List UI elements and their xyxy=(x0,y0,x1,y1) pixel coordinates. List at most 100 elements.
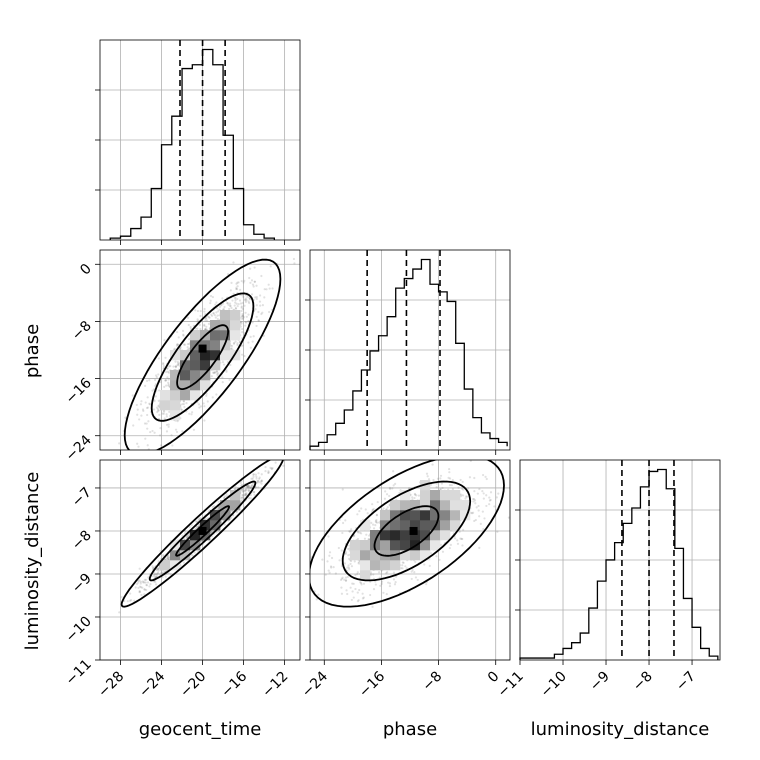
sample-point xyxy=(196,320,199,323)
sample-point xyxy=(258,476,261,479)
sample-point xyxy=(242,281,245,284)
sample-point xyxy=(164,557,167,560)
sample-point xyxy=(263,296,266,299)
density-cell xyxy=(200,520,211,531)
sample-point xyxy=(292,257,296,261)
sample-point xyxy=(347,547,350,551)
sample-point xyxy=(386,506,389,509)
sample-point xyxy=(328,551,332,554)
sample-point xyxy=(146,444,149,447)
sample-point xyxy=(118,611,121,614)
sample-point xyxy=(423,563,426,566)
sample-point xyxy=(244,299,247,302)
sample-point xyxy=(358,588,361,592)
sample-point xyxy=(215,311,218,314)
sample-point xyxy=(174,365,177,368)
sample-point xyxy=(160,571,163,574)
sample-point xyxy=(234,301,237,304)
sample-point xyxy=(190,413,193,416)
sample-point xyxy=(488,499,491,502)
sample-point xyxy=(227,303,230,307)
sample-point xyxy=(159,426,162,430)
sample-point xyxy=(459,537,462,540)
sample-point xyxy=(393,583,397,586)
sample-point xyxy=(179,346,182,349)
sample-point xyxy=(370,521,373,524)
sample-point xyxy=(241,493,244,496)
sample-point xyxy=(274,461,277,464)
sample-point xyxy=(241,315,244,318)
sample-point xyxy=(350,528,353,531)
y-tick-label-luminosity-distance: −7 xyxy=(69,484,95,510)
sample-point xyxy=(271,466,274,470)
sample-point xyxy=(350,565,354,568)
sample-point xyxy=(148,585,151,588)
sample-point xyxy=(352,596,355,599)
contour-level-1 xyxy=(176,324,230,390)
sample-point xyxy=(460,487,464,490)
sample-point xyxy=(152,408,156,411)
sample-point xyxy=(225,493,228,496)
sample-point xyxy=(235,287,238,291)
sample-point xyxy=(451,479,454,482)
sample-point xyxy=(176,330,179,334)
sample-point xyxy=(372,527,376,530)
sample-point xyxy=(194,520,198,523)
sample-point xyxy=(450,484,453,487)
sample-point xyxy=(234,485,237,488)
sample-point xyxy=(209,301,212,305)
sample-point xyxy=(245,297,248,300)
x-tick-label-luminosity-distance: −7 xyxy=(673,669,699,695)
sample-point xyxy=(248,298,252,301)
sample-point xyxy=(328,554,331,557)
sample-point xyxy=(202,402,205,405)
sample-point xyxy=(249,346,252,349)
sample-point xyxy=(152,573,156,576)
sample-point xyxy=(234,299,237,302)
sample-point xyxy=(199,405,203,408)
sample-point xyxy=(138,418,141,421)
sample-point xyxy=(488,503,491,506)
sample-point xyxy=(236,343,239,347)
sample-point xyxy=(458,530,461,533)
sample-point xyxy=(343,578,346,581)
sample-point xyxy=(186,343,189,346)
sample-point xyxy=(223,523,227,526)
sample-point xyxy=(145,406,149,410)
sample-point xyxy=(448,477,452,480)
sample-point xyxy=(324,573,327,576)
sample-point xyxy=(387,581,390,584)
sample-point xyxy=(461,544,464,547)
sample-point xyxy=(242,490,245,493)
sample-point xyxy=(188,412,191,415)
sample-point xyxy=(130,599,133,602)
sample-point xyxy=(199,314,202,318)
density-cell xyxy=(190,390,201,401)
sample-point xyxy=(402,561,405,564)
sample-point xyxy=(253,280,257,283)
sample-point xyxy=(362,596,365,599)
sample-point xyxy=(176,360,179,364)
sample-point xyxy=(416,578,419,582)
density-peak xyxy=(198,344,207,353)
sample-point xyxy=(199,328,202,331)
sample-point xyxy=(384,490,387,493)
sample-point xyxy=(374,520,378,523)
sample-point xyxy=(124,416,127,419)
sample-point xyxy=(136,442,139,445)
sample-point xyxy=(382,591,385,594)
sample-point xyxy=(226,302,229,305)
sample-point xyxy=(257,319,260,322)
scatter-panel-geocent-time-vs-luminosity-distance-frame xyxy=(99,459,301,661)
sample-point xyxy=(473,499,477,502)
sample-point xyxy=(140,414,143,417)
sample-point xyxy=(258,294,262,297)
sample-point xyxy=(199,309,202,313)
y-tick-label-luminosity-distance: −8 xyxy=(69,527,95,553)
x-tick-label-luminosity-distance: −9 xyxy=(587,669,613,695)
sample-point xyxy=(255,477,258,480)
sample-point xyxy=(194,309,197,312)
sample-point xyxy=(152,574,156,578)
sample-point xyxy=(148,379,151,382)
sample-point xyxy=(139,403,143,406)
